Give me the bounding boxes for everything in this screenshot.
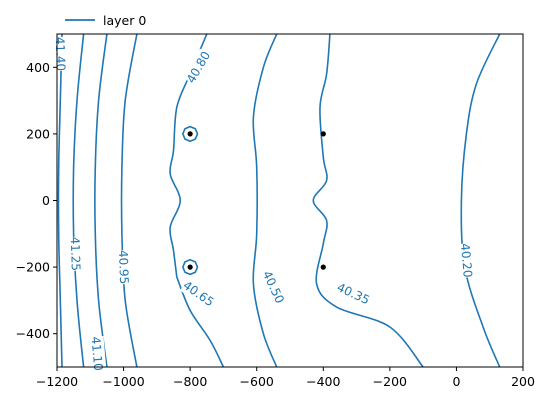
x-tick-label: −800 bbox=[173, 374, 207, 389]
contour-label: 41.40 bbox=[53, 37, 68, 72]
contour-label: 40.95 bbox=[116, 250, 131, 285]
x-tick-label: −1200 bbox=[36, 374, 78, 389]
contour-label: 41.25 bbox=[68, 236, 83, 271]
x-tick-label: −400 bbox=[306, 374, 340, 389]
contour-label-bg bbox=[66, 236, 84, 272]
contour-label: 41.10 bbox=[88, 336, 105, 371]
contour-line-40.80 bbox=[169, 34, 208, 278]
contour-line-41.25 bbox=[72, 34, 85, 367]
x-tick-label: −200 bbox=[373, 374, 407, 389]
contour-label: 40.80 bbox=[184, 49, 213, 86]
contour-label-bg bbox=[334, 279, 373, 309]
contour-label: 40.35 bbox=[335, 280, 372, 307]
contour-label-bg bbox=[87, 336, 107, 372]
contour-label-bg bbox=[114, 249, 133, 285]
well-point bbox=[187, 131, 193, 137]
contour-label: 40.50 bbox=[260, 269, 287, 306]
x-tick-label: 0 bbox=[452, 374, 460, 389]
x-tick-label: −1000 bbox=[102, 374, 144, 389]
contour-label-bg bbox=[51, 36, 69, 72]
contour-label-bg bbox=[179, 277, 217, 311]
contour-label-bg bbox=[456, 242, 476, 279]
y-tick-label: 200 bbox=[26, 126, 50, 141]
closed-contour-1 bbox=[181, 258, 199, 276]
y-tick-label: −200 bbox=[16, 260, 50, 275]
y-tick-label: 0 bbox=[42, 193, 50, 208]
contour-line-40.35 bbox=[312, 34, 424, 367]
contour-line-40.20 bbox=[460, 34, 501, 367]
contour-line-41.40 bbox=[57, 34, 63, 367]
legend: layer 0 bbox=[65, 13, 146, 28]
y-axis: −400 −200 0 200 400 bbox=[16, 60, 57, 341]
contour-label: 40.20 bbox=[458, 243, 475, 278]
closed-contour-0 bbox=[181, 125, 199, 143]
y-tick-label: −400 bbox=[16, 326, 50, 341]
contour-label-bg bbox=[183, 48, 214, 87]
x-tick-label: 200 bbox=[511, 374, 535, 389]
well-point bbox=[320, 131, 326, 137]
y-tick-label: 400 bbox=[26, 60, 50, 75]
x-axis: −1200 −1000 −800 −600 −400 −200 0 200 bbox=[36, 367, 535, 389]
contour-line-41.10 bbox=[94, 34, 108, 367]
contour-label-bg bbox=[258, 268, 288, 306]
x-tick-label: −600 bbox=[240, 374, 274, 389]
contour-line-40.50 bbox=[252, 34, 278, 367]
legend-label: layer 0 bbox=[103, 13, 146, 28]
contour-line-40.95 bbox=[120, 34, 138, 367]
well-point bbox=[187, 264, 193, 270]
well-point bbox=[320, 264, 326, 270]
